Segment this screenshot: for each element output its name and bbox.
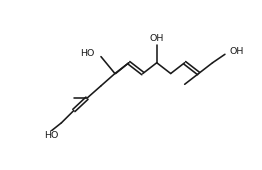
Text: OH: OH <box>230 47 244 56</box>
Text: OH: OH <box>150 34 164 43</box>
Text: HO: HO <box>80 49 95 58</box>
Text: HO: HO <box>44 131 59 140</box>
